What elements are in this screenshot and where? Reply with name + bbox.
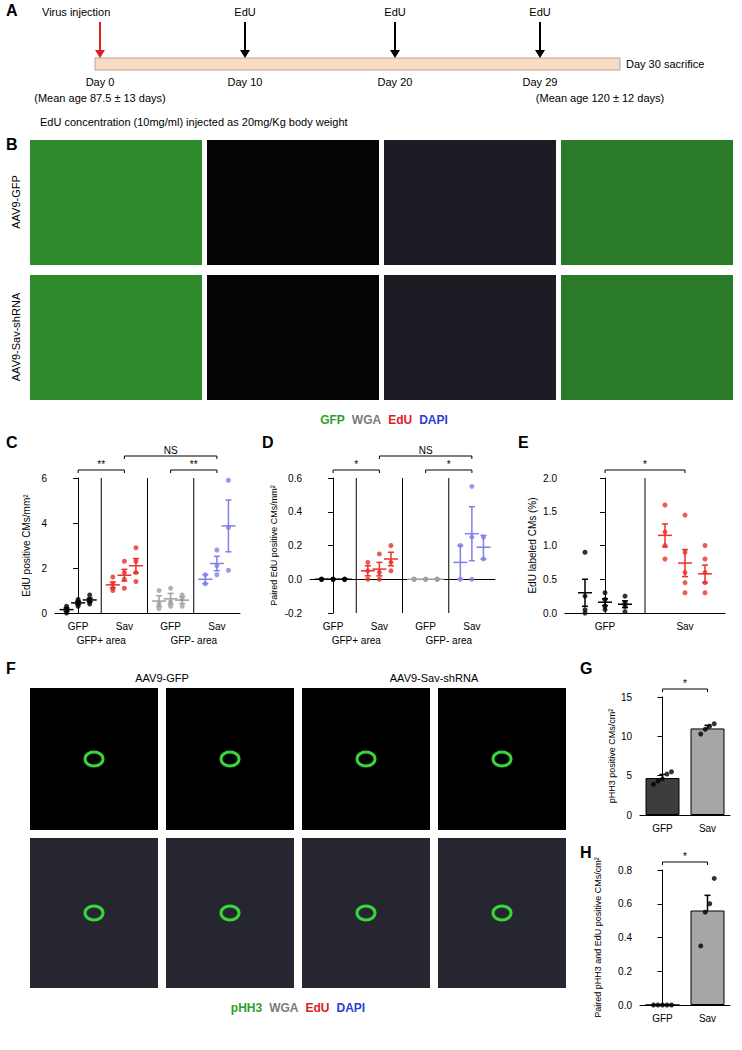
svg-text:Sav: Sav — [699, 823, 716, 834]
svg-text:15: 15 — [621, 692, 633, 703]
svg-text:Day 29: Day 29 — [523, 76, 558, 88]
svg-text:*: * — [683, 851, 687, 862]
svg-text:GFP+ area: GFP+ area — [332, 635, 382, 646]
svg-text:EdU: EdU — [529, 6, 550, 18]
svg-text:Day 0: Day 0 — [86, 76, 115, 88]
svg-text:NS: NS — [164, 445, 178, 456]
svg-text:4: 4 — [41, 518, 47, 529]
svg-text:**: ** — [190, 459, 198, 470]
svg-text:GFP: GFP — [323, 621, 344, 632]
svg-text:1.5: 1.5 — [543, 506, 557, 517]
svg-text:NS: NS — [419, 445, 433, 456]
svg-text:0.4: 0.4 — [288, 506, 302, 517]
svg-text:EdU positive CMs/mm²: EdU positive CMs/mm² — [21, 494, 32, 597]
svg-text:GFPWGAEdUDAPI: GFPWGAEdUDAPI — [320, 413, 448, 427]
svg-text:(Mean age 87.5 ± 13 days): (Mean age 87.5 ± 13 days) — [34, 92, 165, 104]
svg-text:GFP: GFP — [68, 621, 89, 632]
svg-text:Day 10: Day 10 — [228, 76, 263, 88]
svg-text:Sav: Sav — [676, 621, 693, 632]
svg-text:Sav: Sav — [463, 621, 480, 632]
svg-text:10: 10 — [621, 731, 633, 742]
svg-text:GFP: GFP — [160, 621, 181, 632]
svg-text:Sav: Sav — [116, 621, 133, 632]
svg-text:-0.2: -0.2 — [285, 608, 303, 619]
svg-text:1.0: 1.0 — [543, 540, 557, 551]
svg-text:6: 6 — [41, 473, 47, 484]
svg-text:Day 20: Day 20 — [378, 76, 413, 88]
svg-text:GFP+ area: GFP+ area — [77, 635, 127, 646]
svg-text:C: C — [6, 434, 18, 451]
svg-text:AAV9-GFP: AAV9-GFP — [10, 175, 22, 229]
svg-text:Virus injection: Virus injection — [42, 6, 110, 18]
svg-text:0.4: 0.4 — [618, 932, 632, 943]
svg-text:GFP- area: GFP- area — [425, 635, 472, 646]
svg-text:AAV9-Sav-shRNA: AAV9-Sav-shRNA — [390, 672, 479, 684]
svg-text:EdU: EdU — [384, 6, 405, 18]
svg-text:2.0: 2.0 — [543, 473, 557, 484]
svg-text:AAV9-GFP: AAV9-GFP — [135, 672, 189, 684]
svg-text:Sav: Sav — [699, 1013, 716, 1024]
svg-text:2: 2 — [41, 563, 47, 574]
svg-text:0.0: 0.0 — [288, 574, 302, 585]
svg-text:GFP: GFP — [652, 1013, 673, 1024]
svg-text:GFP: GFP — [595, 621, 616, 632]
svg-text:0.0: 0.0 — [543, 608, 557, 619]
svg-text:Paired EdU positive CMs/mm²: Paired EdU positive CMs/mm² — [269, 485, 279, 606]
svg-text:EdU: EdU — [234, 6, 255, 18]
svg-text:0.5: 0.5 — [543, 574, 557, 585]
svg-text:Day 30 sacrifice: Day 30 sacrifice — [626, 58, 704, 70]
svg-text:*: * — [683, 678, 687, 689]
svg-text:Paired pHH3 and EdU positive C: Paired pHH3 and EdU positive CMs/cm² — [593, 857, 603, 1018]
svg-text:pHH3WGAEdUDAPI: pHH3WGAEdUDAPI — [231, 1001, 365, 1015]
svg-text:*: * — [447, 459, 451, 470]
svg-text:0.8: 0.8 — [618, 865, 632, 876]
svg-text:F: F — [6, 660, 16, 677]
svg-text:0.0: 0.0 — [618, 1000, 632, 1011]
svg-text:E: E — [518, 434, 529, 451]
svg-text:pHH3 positive CMs/cm²: pHH3 positive CMs/cm² — [607, 709, 617, 804]
svg-text:H: H — [580, 844, 592, 861]
svg-text:D: D — [262, 434, 274, 451]
svg-text:0.6: 0.6 — [288, 473, 302, 484]
svg-text:5: 5 — [626, 770, 632, 781]
svg-text:GFP: GFP — [652, 823, 673, 834]
svg-text:EdU concentration (10mg/ml) in: EdU concentration (10mg/ml) injected as … — [40, 116, 348, 128]
svg-text:Sav: Sav — [371, 621, 388, 632]
svg-text:*: * — [354, 459, 358, 470]
svg-text:AAV9-Sav-shRNA: AAV9-Sav-shRNA — [10, 292, 22, 381]
svg-text:G: G — [580, 660, 592, 677]
svg-text:0: 0 — [41, 608, 47, 619]
svg-text:B: B — [6, 136, 18, 153]
svg-text:GFP: GFP — [415, 621, 436, 632]
svg-text:**: ** — [97, 459, 105, 470]
svg-text:Sav: Sav — [208, 621, 225, 632]
svg-text:(Mean age 120 ± 12 days): (Mean age 120 ± 12 days) — [536, 92, 664, 104]
svg-text:0.2: 0.2 — [618, 966, 632, 977]
svg-text:GFP- area: GFP- area — [170, 635, 217, 646]
svg-text:A: A — [6, 2, 18, 19]
svg-text:0: 0 — [626, 810, 632, 821]
svg-text:0.2: 0.2 — [288, 540, 302, 551]
svg-text:EdU labeled CMs (%): EdU labeled CMs (%) — [527, 497, 538, 593]
svg-text:0.6: 0.6 — [618, 898, 632, 909]
svg-text:*: * — [643, 459, 647, 470]
